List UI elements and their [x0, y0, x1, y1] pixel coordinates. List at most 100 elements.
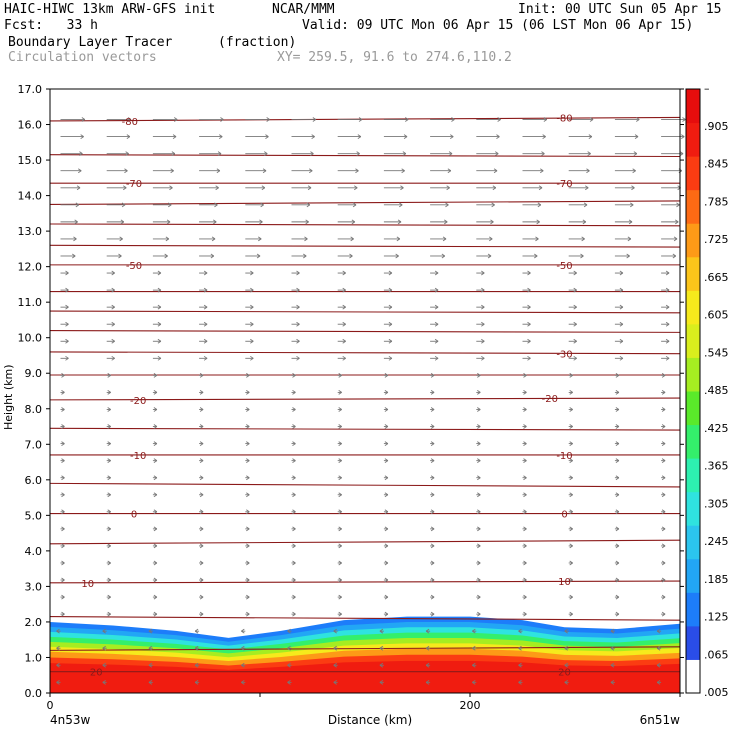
vector-arrow [661, 577, 666, 583]
vector-head [481, 304, 485, 310]
vector-arrow [60, 458, 65, 464]
vector-arrow [56, 662, 61, 668]
vector-arrow [291, 202, 311, 208]
vector-arrow [522, 372, 527, 378]
vector-arrow [199, 390, 204, 395]
vector-head [199, 543, 204, 549]
vector-head [430, 526, 435, 532]
vector-arrow [430, 338, 439, 344]
vector-arrow [661, 185, 681, 191]
vector-head [120, 219, 125, 225]
vector-head [472, 679, 476, 685]
vector-arrow [476, 134, 500, 139]
vector-head [656, 679, 661, 685]
vector-head [434, 321, 439, 327]
vector-arrow [522, 509, 527, 515]
vector-arrow [522, 577, 527, 583]
vector-arrow [522, 287, 531, 293]
vector-arrow [476, 390, 481, 395]
vector-arrow [60, 543, 65, 549]
vector-arrow [337, 355, 346, 361]
colorbar-label: .725 [704, 233, 729, 246]
vector-head [673, 236, 678, 242]
vector-head [292, 475, 296, 481]
vector-arrow [568, 151, 591, 157]
vector-arrow [383, 236, 401, 242]
vector-arrow [106, 202, 126, 208]
vector-head [107, 458, 111, 464]
vector-arrow [661, 372, 666, 378]
vector-head [203, 287, 208, 293]
vector-head [477, 372, 481, 378]
vector-arrow [56, 679, 61, 685]
vector-arrow [614, 168, 636, 174]
vector-head [619, 338, 624, 344]
vector-arrow [337, 304, 346, 310]
vector-arrow [564, 662, 569, 668]
vector-arrow [291, 543, 296, 549]
vector-head [430, 577, 435, 583]
vector-head [61, 577, 65, 583]
vector-arrow [337, 151, 360, 157]
vector-arrow [291, 509, 296, 515]
vector-head [292, 526, 296, 532]
vector-head [430, 407, 435, 412]
vector-arrow [245, 611, 250, 617]
vector-arrow [425, 679, 431, 685]
vector-head [481, 287, 485, 293]
vector-head [65, 355, 69, 361]
vector-arrow [106, 407, 111, 412]
vector-head [665, 338, 670, 344]
vector-arrow [245, 134, 269, 139]
vector-arrow [102, 645, 107, 651]
x-axis: 0 200 [47, 693, 681, 712]
vector-head [246, 509, 250, 515]
vector-head [434, 338, 439, 344]
vector-head [569, 407, 573, 412]
vector-head [493, 168, 498, 174]
vector-arrow [383, 424, 389, 429]
vector-arrow [60, 594, 65, 600]
vector-arrow [379, 679, 384, 685]
vector-head [56, 628, 60, 634]
vector-arrow [106, 185, 127, 191]
vector-arrow [522, 253, 538, 259]
vector-arrow [614, 441, 620, 446]
vector-head [569, 560, 573, 566]
vector-head [430, 492, 435, 498]
vector-arrow [152, 560, 158, 566]
vector-arrow [337, 560, 342, 566]
vector-arrow [245, 407, 250, 412]
vector-head [127, 117, 132, 122]
vector-arrow [614, 304, 624, 310]
vector-head [338, 492, 342, 498]
vector-arrow [383, 117, 409, 122]
y-axis: 0.0 1.0 2.0 3.0 4.0 5.0 6.0 7.0 8.0 9.0 10.0 11.0 12… [18, 83, 684, 700]
vector-arrow [106, 321, 115, 327]
vector-arrow [472, 679, 477, 685]
vector-arrow [430, 594, 435, 600]
vector-head [523, 390, 527, 395]
vector-arrow [661, 560, 666, 566]
vector-arrow [291, 407, 296, 412]
vector-head [194, 679, 199, 685]
vector-arrow [337, 441, 342, 446]
vector-head [615, 577, 620, 583]
vector-head [74, 219, 78, 225]
vector-arrow [337, 526, 342, 532]
vector-arrow [337, 424, 342, 429]
vector-head [61, 441, 65, 446]
vector-head [472, 628, 476, 634]
isotherm-line [49, 330, 681, 333]
vector-head [168, 202, 172, 208]
vector-arrow [152, 236, 170, 242]
vector-arrow [430, 458, 435, 464]
vector-arrow [337, 390, 342, 395]
vector-head [61, 526, 65, 532]
vector-arrow [476, 526, 481, 532]
vector-arrow [476, 270, 485, 276]
vector-arrow [333, 679, 338, 685]
vector-head [523, 543, 527, 549]
vector-arrow [245, 577, 250, 583]
vector-arrow [430, 134, 454, 139]
